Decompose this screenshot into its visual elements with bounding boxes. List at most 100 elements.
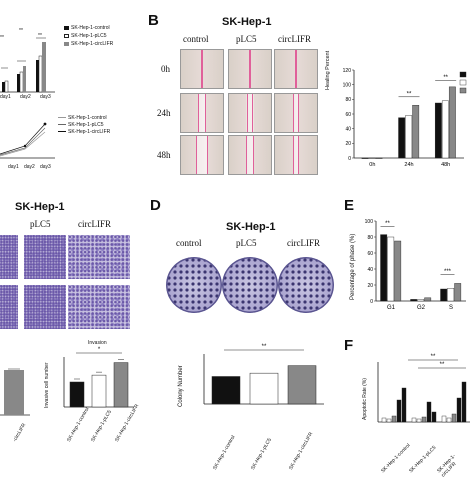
- legend-item: SK-Hep-1-circLIFR: [58, 128, 110, 135]
- bar: [431, 411, 437, 423]
- panel-d-x-2: SK-Hep-1-circLIFR: [288, 431, 315, 471]
- bar: [424, 297, 432, 302]
- bar: [446, 417, 452, 423]
- y-tick-label: 20: [345, 141, 351, 147]
- panel-f-letter: F: [344, 337, 354, 354]
- legend-label: SK-Hep-1-circLIFR: [68, 128, 111, 135]
- scratch-line: [293, 94, 299, 132]
- panel-b-chart: 0 20 40 60 80 100 120 0h 24h 48h ** **: [343, 68, 467, 168]
- panel-b-letter: B: [148, 12, 159, 29]
- bar: [249, 372, 279, 405]
- scratch-line: [196, 136, 208, 174]
- scratch-line: [245, 136, 255, 174]
- bar: [69, 381, 85, 408]
- legend-item: SK-Hep-1-control: [58, 114, 110, 121]
- invasion-image: [68, 235, 130, 279]
- wound-image: [274, 135, 318, 175]
- bar: [447, 287, 455, 302]
- panel-a-x2-day2: day2: [24, 164, 35, 170]
- wound-image: [180, 93, 224, 133]
- panel-a-x2-day1: day1: [8, 164, 19, 170]
- bar: [391, 415, 397, 423]
- x-tick-label: S: [449, 305, 453, 311]
- bar: [416, 418, 422, 423]
- bar: [417, 299, 425, 302]
- sig-label: **: [440, 362, 445, 368]
- bar: [421, 416, 427, 423]
- y-tick-label: 40: [367, 267, 373, 273]
- bar: [387, 236, 395, 302]
- colony-dish: [222, 257, 278, 313]
- legend-label: SK-Hep-1-circLIFR: [71, 41, 114, 47]
- bar: [461, 381, 467, 423]
- legend-swatch: [459, 79, 467, 86]
- panel-d-ylabel: Colony Number: [178, 365, 184, 407]
- bar: [434, 102, 442, 159]
- x-tick-label: 48h: [441, 162, 450, 168]
- wound-image: [228, 135, 272, 175]
- bar: [361, 157, 369, 159]
- y-tick-label: 20: [367, 283, 373, 289]
- panel-d-col-plc5: pLC5: [236, 238, 257, 248]
- legend-label: SK-Hep-1-control: [71, 25, 110, 31]
- panel-a-legend-top: SK-Hep-1-control SK-Hep-1-pLC5 SK-Hep-1-…: [64, 24, 113, 48]
- panel-b-title: SK-Hep-1: [222, 16, 272, 28]
- legend-label: SK-Hep-1-pLC5: [71, 33, 107, 39]
- legend-label: SK-Hep-1-control: [68, 114, 107, 121]
- panel-a-sig-1: **: [0, 35, 4, 41]
- bar: [368, 157, 376, 159]
- panel-c-left-chart: [0, 368, 30, 416]
- legend-item: SK-Hep-1-pLC5: [64, 32, 113, 40]
- bar: [410, 299, 418, 302]
- bar: [398, 117, 406, 159]
- panel-d-letter: D: [150, 197, 161, 214]
- scratch-line: [293, 136, 299, 174]
- panel-f-ylabel: Apoptotic Rate (%): [362, 378, 368, 420]
- panel-c-col-plc5: pLC5: [30, 219, 51, 229]
- bar: [211, 376, 241, 405]
- x-tick-label: 0h: [369, 162, 375, 168]
- y-tick-label: 60: [345, 112, 351, 118]
- panel-a-line-chart: [0, 122, 55, 159]
- y-tick-label: 60: [367, 251, 373, 257]
- colony-dish: [166, 257, 222, 313]
- panel-a-x-day3: day3: [40, 94, 51, 100]
- sig-label: **: [407, 91, 412, 97]
- legend-item: SK-Hep-1-pLC5: [58, 121, 110, 128]
- y-tick-label: 100: [365, 219, 374, 225]
- invasion-image: [0, 285, 18, 329]
- bar: [401, 387, 407, 423]
- wound-image: [228, 49, 272, 89]
- panel-c-col-circlifr: circLIFR: [78, 219, 111, 229]
- y-tick-label: 40: [345, 126, 351, 132]
- panel-d-chart: **: [203, 344, 324, 405]
- bar: [456, 397, 462, 423]
- legend-swatch: [459, 71, 467, 78]
- panel-e-letter: E: [344, 197, 355, 214]
- legend-item: SK-Hep-1-control: [64, 24, 113, 32]
- x-tick-label: G2: [417, 305, 426, 311]
- wound-image: [180, 49, 224, 89]
- bar: [441, 100, 449, 159]
- colony-dish: [278, 257, 334, 313]
- bar: [380, 234, 388, 302]
- y-tick-label: 0: [370, 299, 373, 305]
- scratch-line: [246, 94, 254, 132]
- scratch-line: [201, 50, 204, 88]
- bar: [412, 105, 420, 159]
- y-tick-label: 120: [343, 68, 352, 74]
- panel-f-x-2: SK-Hep-1-circLIFR: [436, 453, 458, 479]
- panel-b-row-0h: 0h: [161, 64, 170, 74]
- scratch-line: [249, 50, 252, 88]
- bar: [411, 417, 417, 423]
- panel-b-ylabel: Healing Percent: [325, 50, 331, 90]
- panel-f-x-1: SK-Hep-1-pLC5: [408, 444, 438, 475]
- panel-b-col-plc5: pLC5: [236, 34, 257, 44]
- panel-c-right-title: Invasion: [88, 340, 107, 346]
- scratch-line: [295, 50, 298, 88]
- panel-d-title: SK-Hep-1: [226, 221, 276, 233]
- panel-a-sig-3: **: [38, 33, 42, 39]
- panel-a-x2-day3: day3: [40, 164, 51, 170]
- wound-image: [274, 93, 318, 133]
